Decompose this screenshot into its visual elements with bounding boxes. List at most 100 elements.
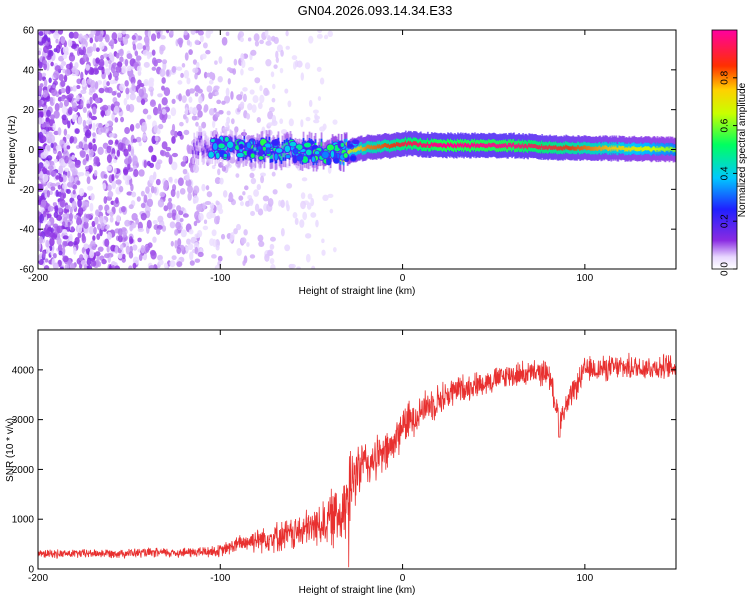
spectrogram-cell [665,146,668,151]
spectrogram-cell [403,142,406,147]
spectrogram-cell [166,201,173,210]
spectrogram-cell [296,266,301,269]
spectrogram-cell [612,146,615,151]
spectrogram-cell [218,56,223,64]
spectrogram-cell [366,144,369,149]
spectrogram-cell [154,135,159,142]
spectrogram-cell [52,123,56,131]
spectrogram-cell [270,71,275,78]
spectrogram-cell [656,146,659,151]
spectrogram-cell [475,144,477,149]
spectrogram-cell [157,254,163,261]
spectrogram-cell [194,146,197,151]
spectrogram-cell [200,135,203,140]
spectrogram-cell [46,189,51,198]
spectrogram-cell [188,88,195,94]
snr-y-tick-label: 1000 [12,515,35,526]
spectrogram-plot-area [38,30,676,269]
spectrogram-cell [188,229,194,235]
spectrogram-cell [226,140,235,149]
spectrogram-cell [238,31,245,38]
spectrogram-cell [166,69,170,77]
spectrogram-cell [80,99,84,109]
spectrogram-cell [362,147,365,152]
spectrogram-cell [650,148,653,153]
spectrogram-cell [79,150,86,157]
spectrogram-cell [606,145,609,150]
spectrogram-cell [380,144,383,149]
spectrogram-cell [454,143,456,147]
spectrogram-cell [279,118,284,125]
spectrogram-cell [625,146,628,151]
spectrogram-cell [96,223,101,231]
spectrogram-cell [90,80,96,89]
spectrogram-cell [91,220,96,228]
spectrogram-cell [167,114,171,120]
spectrogram-cell [38,72,43,82]
spectrogram-cell [552,146,555,151]
snr-x-axis-label: Height of straight line (km) [299,585,416,596]
spectrogram-cell [151,57,157,66]
spectrogram-cell [418,142,421,147]
spectrogram-cell [77,198,82,208]
spectrogram-cell [518,142,520,147]
spectrogram-cell [479,143,481,148]
spectrogram-cell [446,142,449,147]
spectrogram-cell [105,68,111,76]
spectrogram-cell [52,202,57,207]
spectrogram-cell [125,139,130,147]
spectrogram-cell [226,67,232,72]
spectrogram-cell [106,245,110,253]
spectrogram-cell [131,35,136,41]
spectrogram-cell [140,202,146,209]
spectrogram-cell [283,144,291,154]
spectrogram-cell [587,145,590,150]
spectrogram-cell [368,144,371,149]
spectrogram-cell [155,228,161,235]
spectrogram-cell [66,145,71,150]
spectrogram-cell [78,141,84,149]
spectrogram-cell [319,77,325,85]
spectrogram-cell [44,258,49,263]
spectrogram-cell [119,243,124,251]
spectrogram-cell [63,74,68,83]
spectrogram-cell [320,142,323,147]
spectrogram-cell [78,187,85,197]
spectrogram-cell [102,182,107,190]
spectrogram-cell [171,66,177,73]
spectrogram-cell [49,237,55,247]
spectrogram-cell [136,95,143,103]
spectrogram-cell [67,221,71,228]
spectrogram-cell [84,165,90,171]
spectrogram-cell [179,188,186,195]
spectrogram-cell [436,143,439,148]
spectrogram-cell [241,59,246,69]
spectrogram-cell [216,99,222,105]
spectrogram-cell [548,145,551,150]
spectrogram-cell [253,33,260,42]
spectrogram-cell [42,173,49,183]
spectrogram-cell [85,213,92,219]
spectrogram-cell [553,145,556,150]
spectrogram-cell [117,61,123,68]
spectrogram-cell [195,150,198,155]
spectrogram-cell [57,150,62,160]
spectrogram-cell [119,56,124,63]
snr-y-axis-label: SNR (10 * v/v) [5,418,16,482]
spectrogram-cell [319,126,326,132]
spectrogram-cell [140,244,145,254]
spectrogram-cell [468,143,470,148]
spectrogram-cell [107,59,112,65]
spectrogram-cell [80,89,87,95]
spectrogram-cell [554,145,557,150]
spectrogram-cell [63,150,69,158]
spectrogram-cell [94,97,101,104]
spectrogram-cell [659,147,662,152]
spectrogram-cell [158,259,164,266]
spectrogram-cell [202,202,206,210]
spectrogram-cell [41,136,47,143]
spectrogram-cell [114,265,120,269]
spectrogram-cell [638,147,641,152]
spectrogram-cell [115,66,122,73]
spectrogram-cell [610,147,613,152]
